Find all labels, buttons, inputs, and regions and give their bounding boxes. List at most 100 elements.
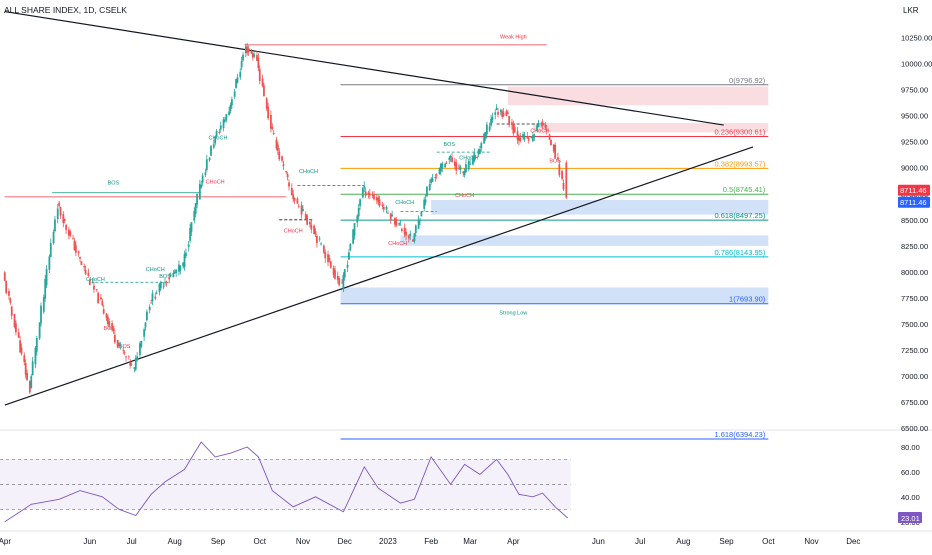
- candle: [183, 250, 186, 271]
- candle: [19, 336, 22, 353]
- candle: [20, 343, 23, 356]
- annotation-15: CHoCH: [388, 241, 407, 247]
- candle-body: [368, 193, 371, 196]
- candle: [148, 304, 151, 314]
- candle: [162, 282, 165, 290]
- candle: [285, 170, 288, 175]
- candle: [315, 234, 318, 248]
- candle: [235, 78, 237, 89]
- candle: [113, 330, 116, 345]
- candle-body: [101, 301, 104, 306]
- candle-body: [233, 91, 236, 97]
- candle: [62, 211, 65, 228]
- candle: [449, 154, 452, 163]
- candle-body: [30, 376, 33, 388]
- fib-label-fib_618: 0.618(8497.25): [714, 211, 765, 220]
- rsi-axis-tick: 80.00: [901, 443, 920, 452]
- candle-body: [28, 381, 31, 393]
- candle: [557, 152, 559, 162]
- candle-body: [8, 291, 10, 296]
- candle-body: [267, 106, 270, 119]
- candle: [84, 265, 87, 275]
- candle-body: [434, 176, 437, 178]
- candle-body: [35, 338, 38, 352]
- candle: [59, 206, 62, 220]
- candle-body: [257, 57, 260, 69]
- candle-body: [38, 322, 41, 339]
- price-axis-tick: 9250.00: [901, 138, 928, 147]
- candle-body: [320, 243, 322, 245]
- candle-body: [324, 252, 327, 259]
- candle: [441, 161, 444, 173]
- candle-body: [190, 222, 193, 232]
- candle: [52, 229, 55, 245]
- candle-body: [102, 309, 105, 314]
- candle: [224, 116, 226, 123]
- candle-body: [23, 355, 26, 363]
- candle: [434, 174, 437, 182]
- candle: [240, 56, 243, 71]
- candle: [42, 294, 45, 314]
- candle-body: [224, 119, 226, 122]
- candle-body: [533, 134, 536, 138]
- candle-body: [210, 145, 212, 156]
- candle: [327, 250, 329, 267]
- candle-body: [31, 361, 34, 376]
- candle-body: [56, 208, 59, 220]
- candle: [116, 339, 119, 349]
- candle: [352, 229, 355, 245]
- price-axis-tick: 10250.00: [901, 34, 932, 43]
- candle-body: [93, 285, 95, 290]
- candle-body: [458, 165, 460, 167]
- candle: [133, 367, 136, 373]
- candle-body: [205, 159, 208, 170]
- candle: [201, 172, 204, 186]
- candle-body: [336, 275, 339, 280]
- candle: [8, 288, 10, 300]
- candle: [198, 179, 201, 201]
- candle: [228, 106, 231, 116]
- candle: [530, 136, 533, 139]
- candle-body: [342, 274, 345, 290]
- candle-body: [371, 195, 374, 196]
- candle-body: [467, 161, 470, 170]
- candle-body: [445, 163, 448, 164]
- candle-body: [247, 48, 250, 53]
- price-axis-tick: 8500.00: [901, 216, 928, 225]
- candle-body: [143, 329, 146, 337]
- candle-body: [359, 199, 361, 207]
- candle: [258, 65, 261, 85]
- candle: [136, 352, 139, 362]
- candle: [491, 112, 494, 124]
- candle-body: [544, 124, 547, 128]
- candle: [414, 224, 417, 237]
- candle: [44, 274, 47, 303]
- candle: [513, 123, 516, 133]
- supply-zone-0: [507, 86, 769, 106]
- candle: [359, 198, 361, 210]
- candle-body: [419, 219, 421, 222]
- candle-body: [172, 272, 175, 278]
- currency-label: LKR: [903, 6, 919, 15]
- candle: [278, 147, 281, 161]
- candle-body: [435, 174, 438, 176]
- candle: [412, 238, 414, 242]
- candle: [244, 43, 247, 57]
- trendline-1: [4, 10, 724, 126]
- candle: [297, 203, 300, 209]
- candle-body: [74, 245, 77, 253]
- demand-zone-3: [400, 235, 769, 246]
- candle-body: [235, 79, 237, 88]
- candle-body: [516, 131, 519, 140]
- candle: [79, 256, 81, 263]
- candle: [158, 282, 161, 296]
- candle: [405, 228, 407, 241]
- candle: [304, 211, 307, 220]
- candle-body: [185, 252, 187, 256]
- candle-body: [79, 256, 81, 259]
- candle: [179, 264, 182, 275]
- candle-body: [448, 157, 451, 160]
- candle: [394, 217, 396, 228]
